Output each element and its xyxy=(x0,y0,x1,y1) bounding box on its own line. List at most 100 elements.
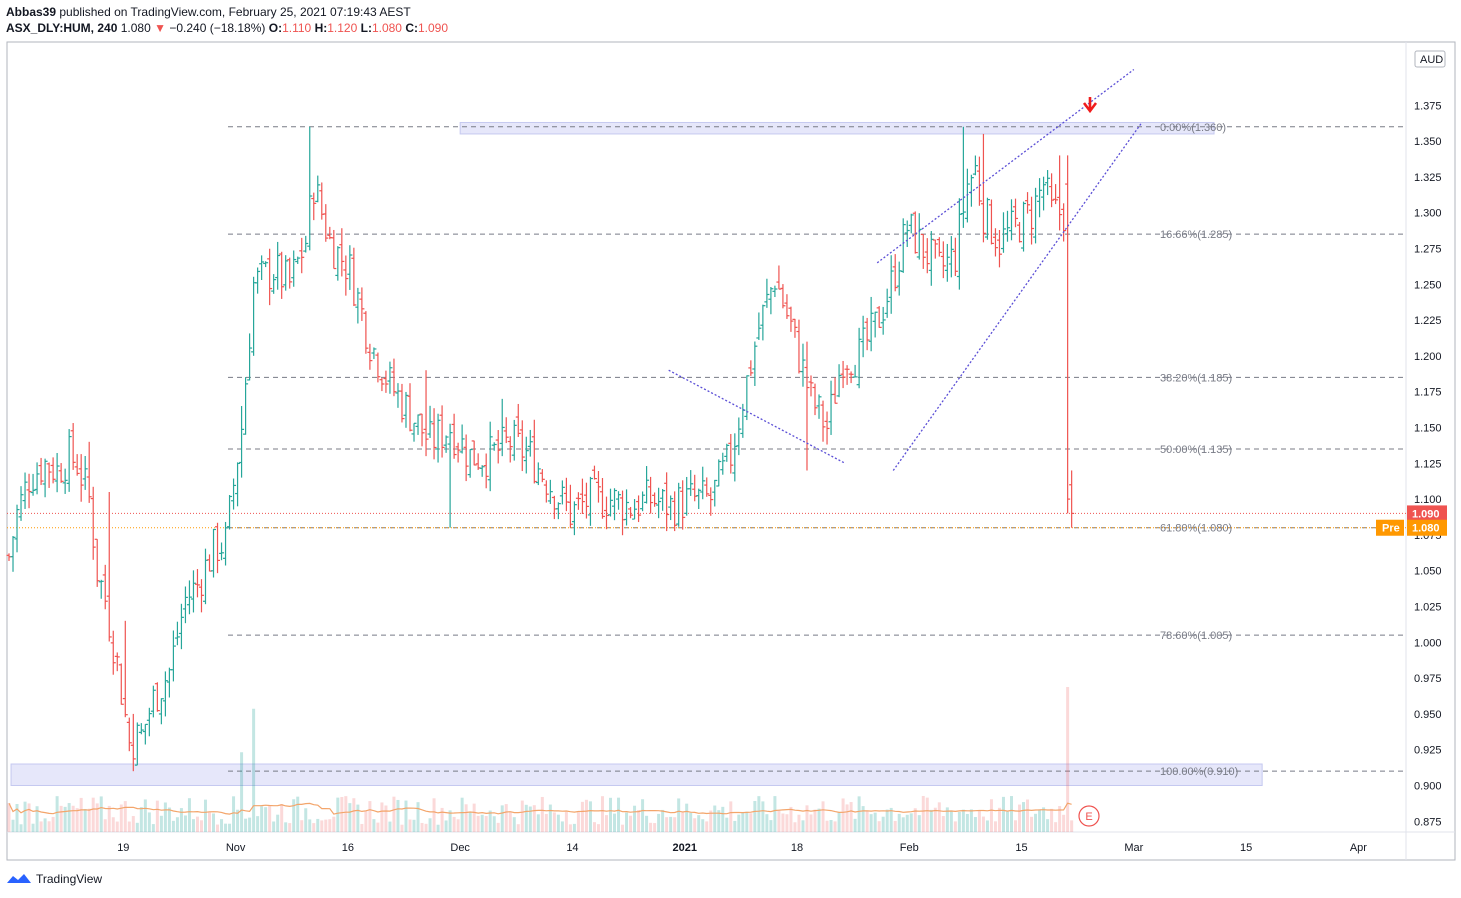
ohlc-bar xyxy=(371,347,377,360)
ohlc-bar xyxy=(852,364,858,378)
ohlc-bar xyxy=(535,462,541,486)
ohlc-bar xyxy=(235,462,241,507)
ohlc-bar xyxy=(547,479,553,504)
volume-bar xyxy=(111,817,115,832)
ohlc-bar xyxy=(519,420,525,472)
low-label: L: xyxy=(360,21,372,35)
ohlc-bar xyxy=(620,490,626,536)
volume-bar xyxy=(965,813,969,832)
volume-bar xyxy=(697,815,701,832)
ohlc-bar xyxy=(483,453,489,489)
ohlc-bar xyxy=(74,454,80,476)
ohlc-bar xyxy=(154,682,160,712)
volume-bar xyxy=(384,805,388,832)
volume-bar xyxy=(183,815,187,832)
ohlc-bar xyxy=(78,454,84,502)
volume-bar xyxy=(973,817,977,832)
volume-bar xyxy=(649,822,653,832)
volume-bar xyxy=(841,798,845,832)
volume-bar xyxy=(308,819,312,832)
ohlc-bar xyxy=(652,492,658,507)
volume-bar xyxy=(376,822,380,832)
volume-bar xyxy=(737,814,741,832)
ohlc-bar xyxy=(22,472,28,509)
volume-bar xyxy=(63,806,67,832)
ohlc-bar xyxy=(696,488,702,510)
volume-bar xyxy=(741,812,745,832)
chart-frame xyxy=(6,41,1456,861)
author-name[interactable]: Abbas39 xyxy=(6,5,57,19)
volume-bar xyxy=(1005,811,1009,832)
ohlc-bar xyxy=(335,246,341,281)
volume-bar xyxy=(580,801,584,832)
ohlc-bar xyxy=(423,370,429,457)
volume-bar xyxy=(312,823,316,832)
ohlc-bar xyxy=(960,126,966,228)
volume-bar xyxy=(244,818,248,832)
ohlc-bar xyxy=(142,723,148,745)
volume-bar xyxy=(336,797,340,832)
ohlc-bar xyxy=(680,480,686,530)
footer-brand[interactable]: TradingView xyxy=(6,872,102,886)
volume-bar xyxy=(961,809,965,832)
volume-bar xyxy=(304,808,308,832)
volume-bar xyxy=(167,807,171,832)
earnings-marker xyxy=(1078,805,1100,827)
volume-bar xyxy=(937,802,941,832)
ohlc-bar xyxy=(503,417,509,444)
price-tick-label: 0.900 xyxy=(1414,781,1442,793)
volume-bar xyxy=(925,797,929,832)
price-tick-label: 1.350 xyxy=(1414,136,1442,148)
volume-bar xyxy=(849,802,853,832)
ohlc-bar xyxy=(70,423,76,470)
volume-bar xyxy=(492,816,496,832)
ohlc-bar xyxy=(307,126,313,251)
ohlc-bar xyxy=(58,463,64,483)
ohlc-bar xyxy=(551,495,557,520)
volume-bar xyxy=(408,819,412,832)
volume-bar xyxy=(516,824,520,832)
volume-bar xyxy=(1026,799,1030,832)
volume-bar xyxy=(913,808,917,832)
last-price-tag-label: 1.090 xyxy=(1412,508,1440,520)
ohlc-bar xyxy=(495,430,501,464)
volume-bar xyxy=(416,802,420,832)
time-tick-label: 15 xyxy=(1015,842,1027,854)
fib-level-label: 78.60%(1.005) xyxy=(1160,630,1232,642)
ohlc-bar xyxy=(952,237,958,276)
ohlc-bar xyxy=(243,377,249,435)
symbol-label[interactable]: ASX_DLY:HUM, 240 xyxy=(6,21,118,35)
brand-name: TradingView xyxy=(36,872,103,886)
ohlc-bar xyxy=(628,506,634,519)
ohlc-bar xyxy=(708,487,714,516)
ohlc-bar xyxy=(571,501,577,536)
volume-bar xyxy=(344,796,348,832)
ohlc-bar xyxy=(467,448,473,478)
chart-header: Abbas39 published on TradingView.com, Fe… xyxy=(6,4,448,36)
price-tick-label: 0.925 xyxy=(1414,745,1442,757)
ohlc-bar xyxy=(792,318,798,338)
fib-level-label: 0.00%(1.360) xyxy=(1160,122,1226,134)
time-tick-label: Dec xyxy=(450,842,470,854)
volume-bar xyxy=(548,804,552,832)
ohlc-bar xyxy=(54,452,60,493)
ohlc-bar xyxy=(944,243,950,282)
ohlc-bar xyxy=(211,528,217,578)
price-chart[interactable]: 0.875 0.900 0.925 0.950 0.975 1.000 1.025 1.050… xyxy=(0,0,1461,870)
ohlc-bar xyxy=(704,477,710,497)
volume-bar xyxy=(39,821,43,832)
ohlc-bar xyxy=(427,405,433,438)
volume-bar xyxy=(713,805,717,832)
volume-bar xyxy=(500,805,504,832)
ohlc-bar xyxy=(134,722,140,766)
ohlc-bar xyxy=(1037,178,1043,218)
ohlc-bar xyxy=(587,476,593,526)
ohlc-bar xyxy=(479,465,485,477)
price-tick-label: 1.250 xyxy=(1414,279,1442,291)
ohlc-bar xyxy=(599,478,605,519)
ohlc-bar xyxy=(904,220,910,247)
ohlc-bar xyxy=(668,495,674,521)
ohlc-bar xyxy=(656,487,662,519)
ohlc-bar xyxy=(523,436,529,474)
ohlc-bar xyxy=(158,698,164,725)
